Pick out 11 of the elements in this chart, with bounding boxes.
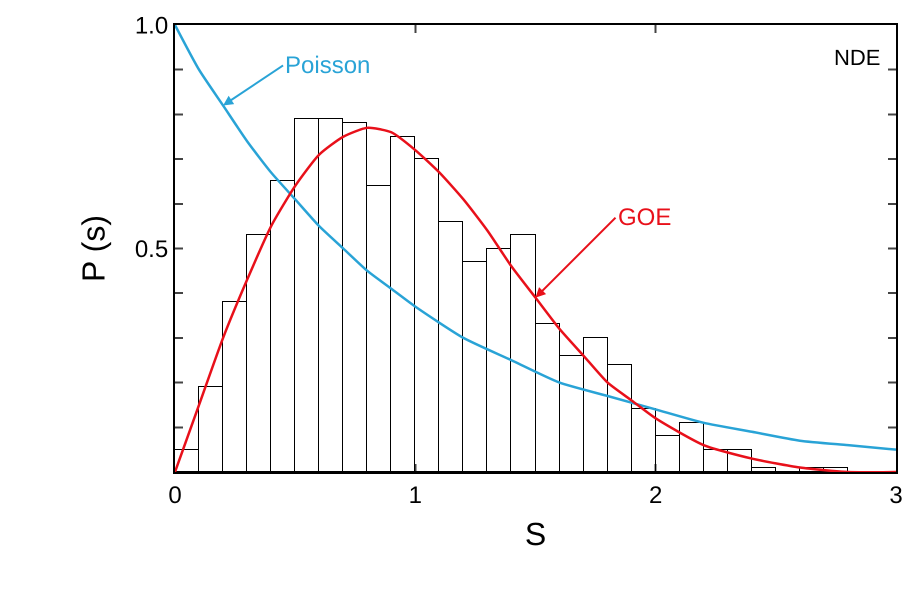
annotation: NDE <box>834 45 880 70</box>
annotation: GOE <box>618 204 672 231</box>
x-tick-label: 0 <box>168 482 182 509</box>
x-tick-label: 2 <box>648 482 662 509</box>
x-axis-title: S <box>524 516 546 552</box>
x-tick-label: 3 <box>889 482 903 509</box>
y-tick-label: 0.5 <box>134 236 168 263</box>
annotation: Poisson <box>285 52 370 79</box>
y-tick-label: 1.0 <box>134 12 168 40</box>
x-tick-label: 1 <box>408 482 422 509</box>
y-axis-title: P (s) <box>76 215 112 282</box>
